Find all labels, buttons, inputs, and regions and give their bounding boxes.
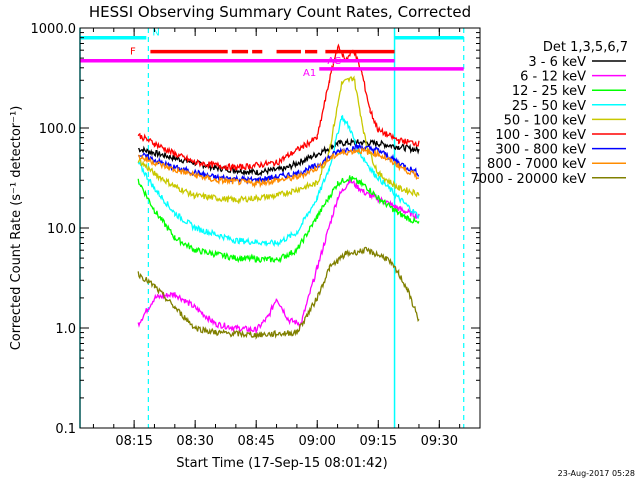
footer-timestamp: 23-Aug-2017 05:28 — [558, 469, 635, 478]
y-tick-label-4: 1000.0 — [31, 22, 77, 37]
bar-label-f: F — [130, 47, 136, 58]
bar-label-a1: A1 — [303, 68, 316, 79]
x-tick-label-0: 08:15 — [115, 434, 152, 449]
x-axis: 08:15 08:30 08:45 09:00 09:15 09:30 — [92, 28, 461, 449]
series-line-5 — [137, 43, 420, 172]
y-tick-label-0: 0.1 — [55, 422, 76, 437]
y-tick-label-1: 1.0 — [55, 322, 76, 337]
legend-label-5: 100 - 300 keV — [495, 128, 586, 143]
y-axis-label: Corrected Count Rate (s⁻¹ detector⁻¹) — [9, 106, 24, 351]
series-line-3 — [137, 114, 420, 248]
y-tick-label-3: 100.0 — [39, 122, 76, 137]
x-axis-label: Start Time (17-Sep-15 08:01:42) — [176, 456, 387, 471]
x-tick-label-5: 09:30 — [421, 434, 458, 449]
legend-label-3: 25 - 50 keV — [512, 99, 586, 114]
series-line-2 — [137, 175, 420, 264]
bar-label-n: N — [152, 28, 159, 39]
legend-label-8: 7000 - 20000 keV — [471, 172, 587, 187]
series-line-1 — [137, 178, 420, 334]
x-tick-label-1: 08:30 — [176, 434, 213, 449]
y-axis: 0.1 1.0 10.0 100.0 1000.0 — [31, 22, 480, 437]
legend-label-7: 800 - 7000 keV — [487, 157, 586, 172]
legend-label-4: 50 - 100 keV — [504, 113, 587, 128]
legend-label-0: 3 - 6 keV — [528, 55, 586, 70]
x-tick-label-3: 09:00 — [298, 434, 335, 449]
legend-title: Det 1,3,5,6,7 — [543, 40, 628, 55]
series-line-8 — [137, 246, 420, 340]
chart-title: HESSI Observing Summary Count Rates, Cor… — [89, 3, 471, 21]
plot-area: N F AC A1 — [79, 28, 465, 428]
y-tick-label-2: 10.0 — [47, 222, 76, 237]
legend-label-6: 300 - 800 keV — [495, 143, 586, 158]
bar-label-ac: AC — [327, 56, 341, 67]
legend-label-1: 6 - 12 keV — [520, 70, 586, 85]
series-line-7 — [138, 146, 420, 189]
x-tick-label-2: 08:45 — [237, 434, 274, 449]
series-line-6 — [137, 142, 420, 185]
series-line-4 — [137, 75, 420, 205]
plot-frame — [79, 27, 481, 429]
x-tick-label-4: 09:15 — [360, 434, 397, 449]
legend-label-2: 12 - 25 keV — [512, 84, 586, 99]
